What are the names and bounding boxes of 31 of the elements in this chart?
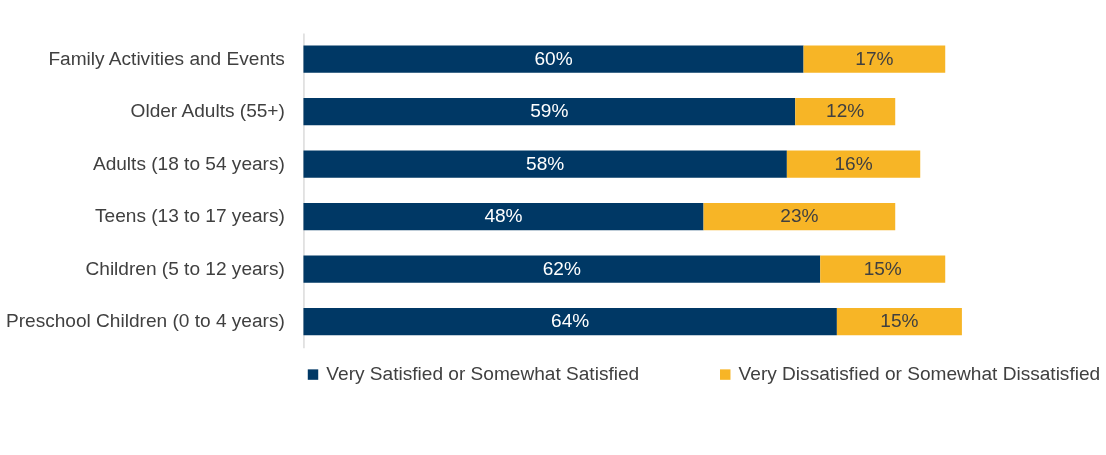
data-label: 12% <box>826 100 865 122</box>
bar <box>786 150 921 178</box>
data-label: 60% <box>534 47 573 69</box>
bar <box>820 255 946 283</box>
data-label: 16% <box>834 152 873 174</box>
bar <box>836 307 962 336</box>
data-label: 15% <box>863 257 902 279</box>
y-tick-label: Family Activities and Events <box>48 47 285 69</box>
data-label: 15% <box>880 310 919 332</box>
bar <box>703 203 896 231</box>
legend-label: Very Satisfied or Somewhat Satisfied <box>326 363 640 385</box>
y-tick-label: Teens (13 to 17 years) <box>95 205 285 227</box>
y-tick-label: Children (5 to 12 years) <box>85 257 285 279</box>
bar <box>303 203 704 231</box>
y-tick-label: Adults (18 to 54 years) <box>92 152 285 174</box>
data-label: 62% <box>542 257 581 279</box>
y-tick-label: Preschool Children (0 to 4 years) <box>5 310 285 332</box>
data-label: 23% <box>780 205 819 227</box>
data-label: 17% <box>855 47 894 69</box>
y-tick-label: Older Adults (55+) <box>130 100 285 122</box>
data-label: 48% <box>484 205 523 227</box>
bar <box>303 307 837 336</box>
bar <box>803 45 946 73</box>
bar <box>303 150 787 178</box>
bar <box>303 45 804 73</box>
data-label: 58% <box>526 152 565 174</box>
data-label: 59% <box>530 100 569 122</box>
data-label: 64% <box>551 310 590 332</box>
legend-label: Very Dissatisfied or Somewhat Dissatisfied <box>738 363 1101 385</box>
bar <box>303 98 796 126</box>
bar <box>303 255 821 283</box>
